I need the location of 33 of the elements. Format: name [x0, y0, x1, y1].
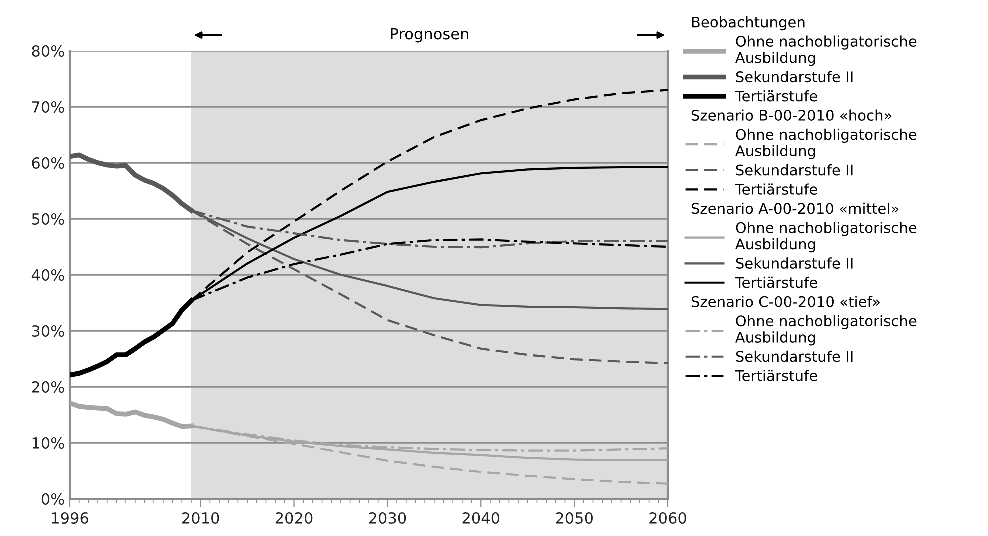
y-tick-label: 80%: [32, 45, 64, 58]
legend-label: Tertiärstufe: [735, 370, 818, 382]
text: Szenario C-00-2010 «tief»: [692, 296, 880, 308]
legend-label: Ohne nachobligatorische Ausbildung: [735, 222, 917, 253]
legend-label: Ohne nachobligatorische Ausbildung: [735, 128, 917, 160]
y-tick-label: 30%: [32, 325, 64, 338]
y-tick-label: 70%: [32, 101, 64, 114]
y-tick-label: 0%: [42, 493, 64, 506]
x-tick-label: 2030: [369, 512, 406, 524]
y-tick-label: 10%: [32, 437, 64, 450]
y-tick-label: 50%: [32, 213, 64, 226]
x-tick-label: 2050: [556, 512, 593, 524]
legend-label: Ohne nachobligatorische Ausbildung: [735, 315, 917, 346]
x-tick-label: 2060: [650, 512, 686, 524]
legend-label: Tertiärstufe: [735, 90, 818, 102]
text: Szenario B-00-2010 «hoch»: [692, 110, 892, 122]
x-tick-label: 2020: [276, 512, 313, 524]
x-tick-label: 2010: [182, 512, 220, 524]
legend-label: Sekundarstufe II: [736, 71, 853, 83]
legend-label: Tertiärstufe: [735, 184, 818, 195]
legend-label: Tertiärstufe: [735, 276, 818, 288]
legend-label: Ohne nachobligatorische Ausbildung: [735, 36, 917, 66]
legend-label: Sekundarstufe II: [736, 350, 853, 362]
band-label: Prognosen: [391, 28, 468, 43]
legend-label: Sekundarstufe II: [736, 164, 853, 176]
y-tick-label: 40%: [32, 269, 64, 282]
x-tick-label: 1996: [52, 512, 88, 524]
y-tick-label: 60%: [32, 157, 64, 170]
legend-label: Sekundarstufe II: [736, 258, 853, 269]
x-tick-label: 2040: [462, 512, 500, 524]
text: Beobachtungen: [692, 16, 805, 31]
text: Szenario A-00-2010 «mittel»: [692, 202, 899, 214]
y-tick-label: 20%: [32, 381, 64, 394]
